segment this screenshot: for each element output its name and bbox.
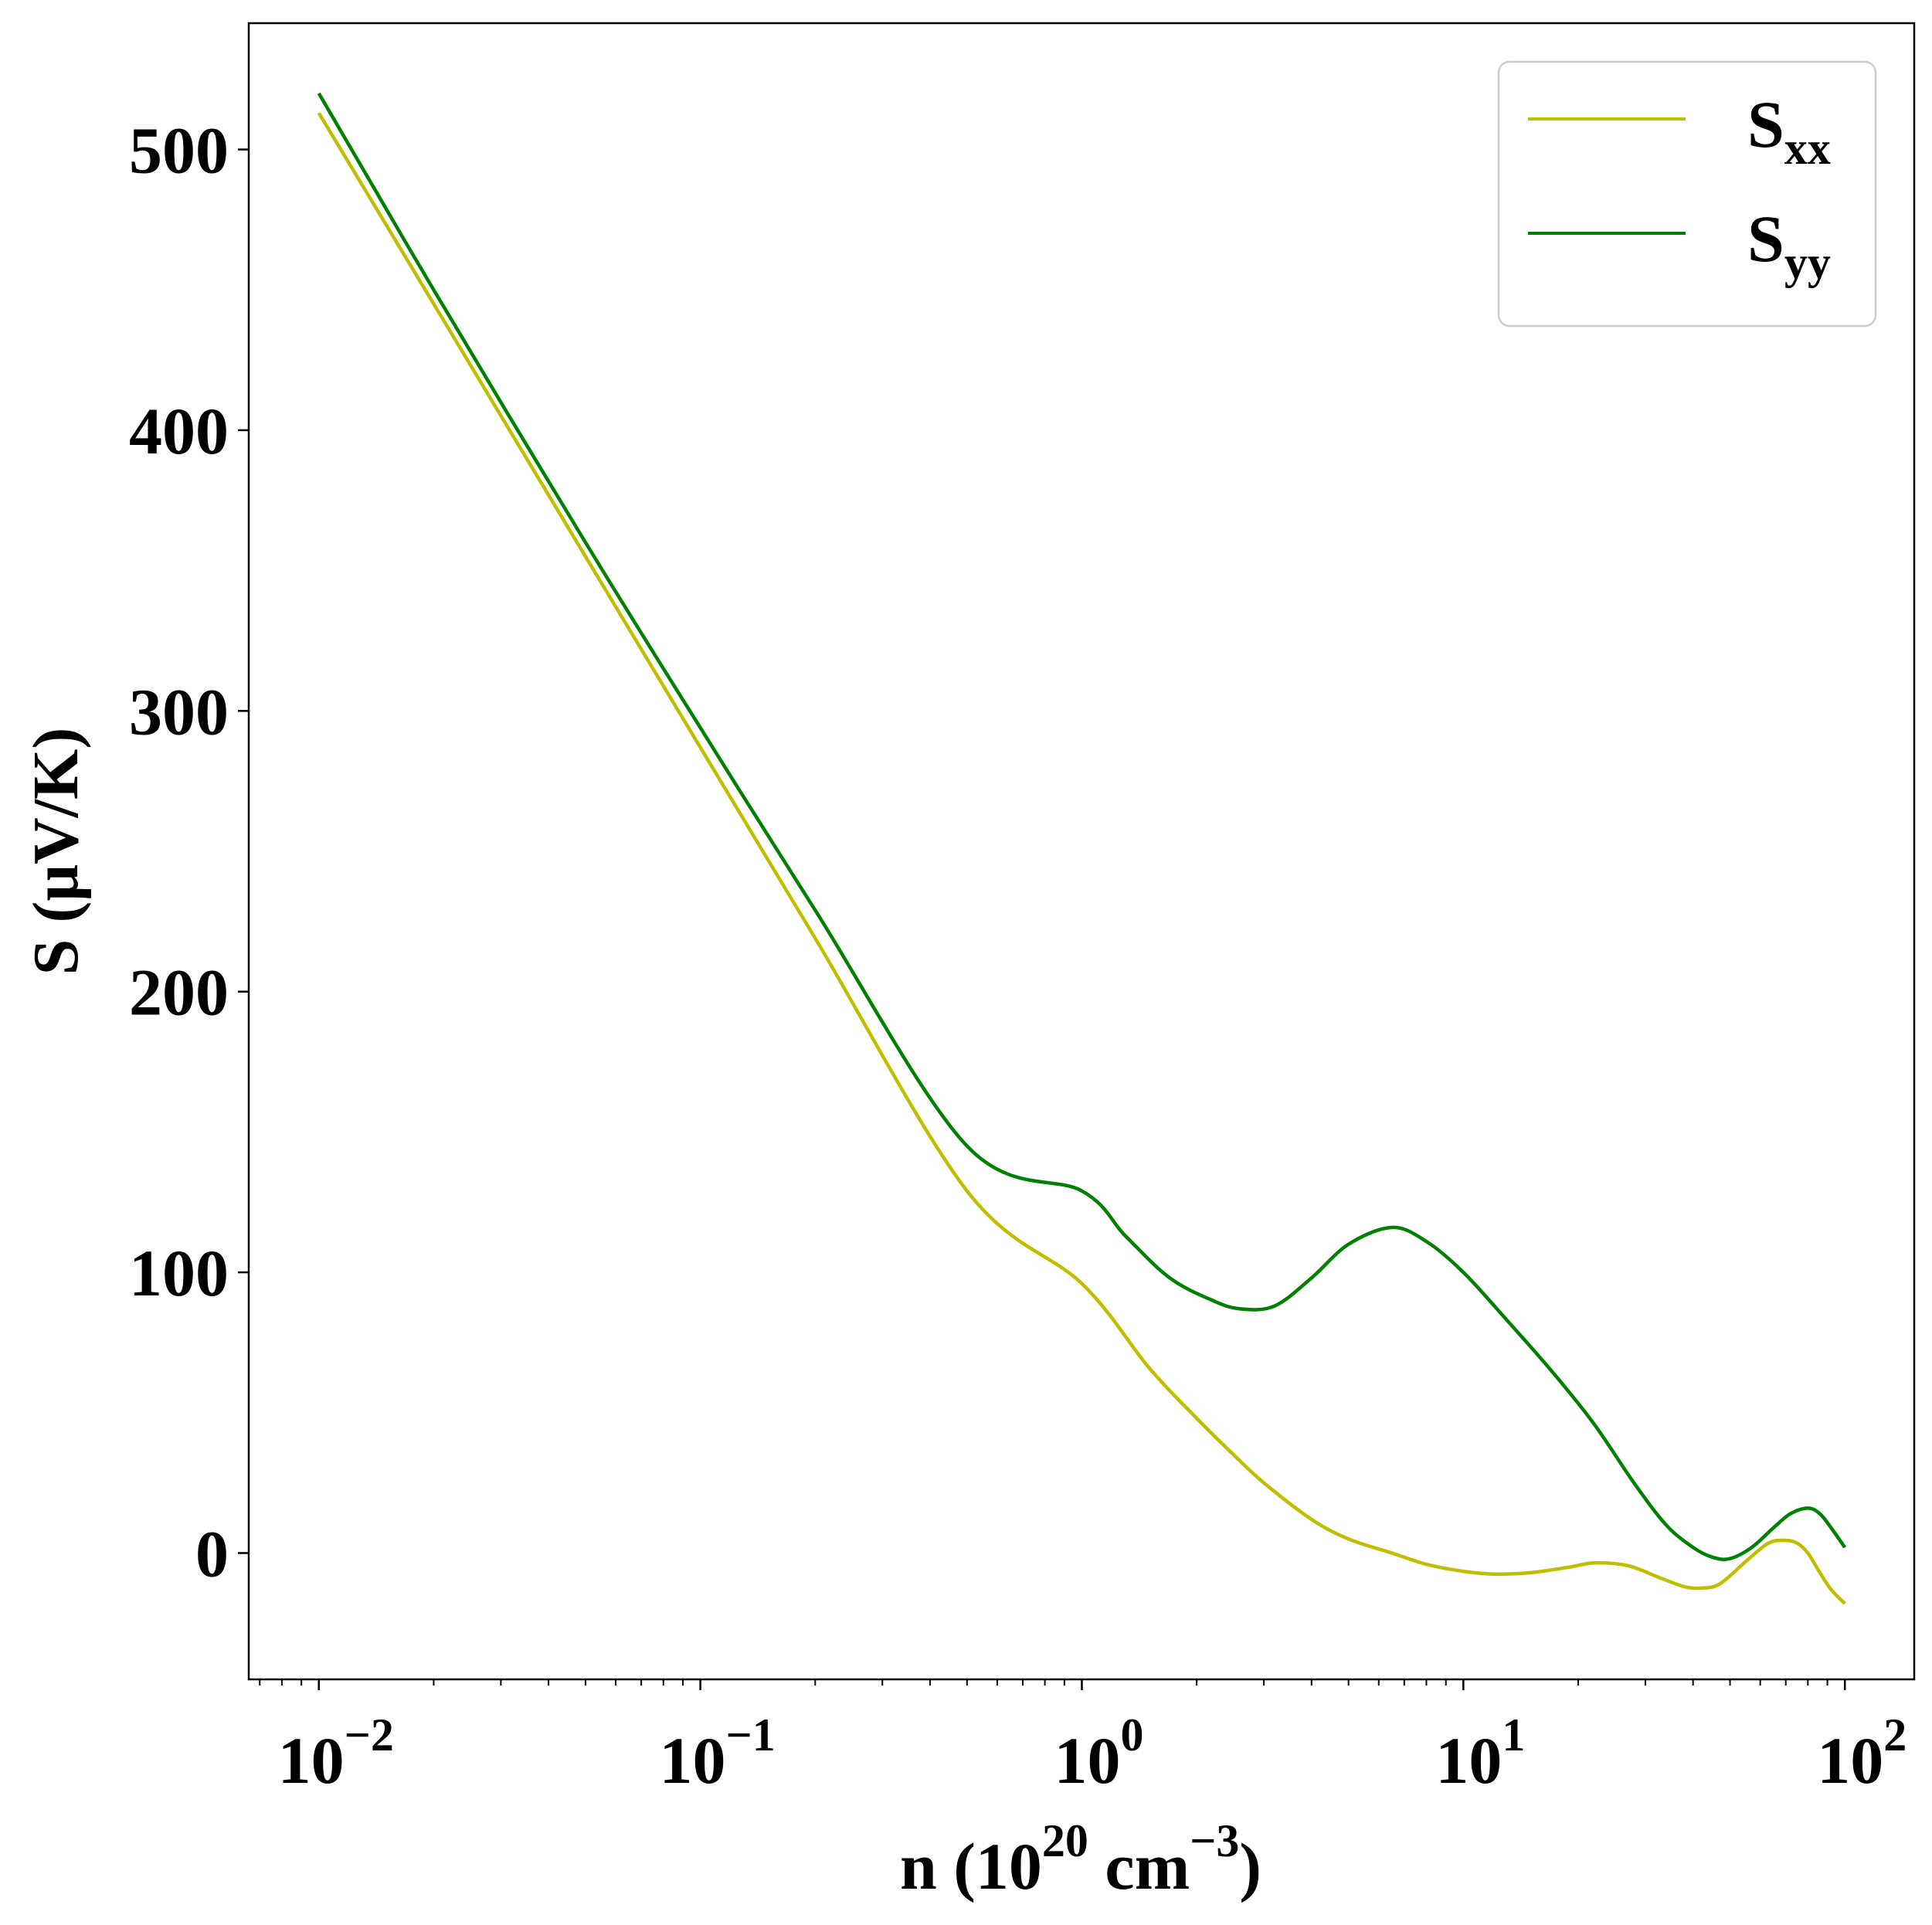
x-tick-label-base: 10 (1054, 1723, 1120, 1798)
series-layer (317, 92, 1847, 1605)
legend-label-syy: Syy (1747, 202, 1831, 288)
x-tick-label-base: 10 (1435, 1723, 1502, 1798)
y-tick-label: 200 (129, 956, 229, 1030)
y-axis-label: S (μV/K) (20, 728, 92, 976)
y-tick-label: 400 (129, 394, 229, 468)
x-axis: 10−2 10−1 100 101 102 (259, 1679, 1907, 1798)
y-tick-label: 500 (129, 114, 229, 188)
x-tick-label-exponent: 0 (1120, 1709, 1143, 1760)
legend-label-sxx: Sxx (1747, 87, 1831, 174)
x-tick-label-exponent: 1 (1502, 1709, 1525, 1760)
x-axis-label: n (1020 cm−3) (900, 1815, 1261, 1903)
x-tick-label-exponent: 2 (1883, 1709, 1907, 1760)
x-tick-label-base: 10 (278, 1723, 345, 1798)
x-tick-label: 10−2 (278, 1709, 394, 1798)
legend-label-sxx-subscript: xx (1784, 123, 1831, 174)
x-axis-label-exponent-1: 20 (1042, 1815, 1088, 1866)
y-tick-label: 0 (195, 1516, 229, 1591)
x-tick-label-exponent: −1 (726, 1709, 776, 1760)
x-tick-label: 101 (1435, 1709, 1525, 1798)
x-axis-label-base: n (10 (900, 1829, 1042, 1903)
x-axis-label-exponent-2: −3 (1190, 1815, 1239, 1866)
legend-box (1497, 60, 1877, 328)
legend-label-syy-name: S (1747, 202, 1784, 276)
x-tick-label: 102 (1817, 1709, 1907, 1798)
legend-label-sxx-name: S (1747, 87, 1784, 161)
x-tick-label: 10−1 (660, 1709, 776, 1798)
x-tick-label-exponent: −2 (345, 1709, 394, 1760)
legend: Sxx Syy (1497, 60, 1877, 328)
x-axis-label-middle: cm (1088, 1829, 1190, 1903)
y-axis: 0 100 200 300 400 500 (129, 114, 249, 1591)
series-line-syy (317, 92, 1847, 1561)
y-tick-label: 300 (129, 674, 229, 749)
x-tick-label-base: 10 (1817, 1723, 1883, 1798)
y-tick-label: 100 (129, 1236, 229, 1310)
legend-label-syy-subscript: yy (1784, 237, 1831, 288)
x-tick-label: 100 (1054, 1709, 1143, 1798)
x-tick-label-base: 10 (660, 1723, 726, 1798)
x-axis-label-end: ) (1239, 1829, 1261, 1903)
series-line-sxx (317, 112, 1846, 1605)
